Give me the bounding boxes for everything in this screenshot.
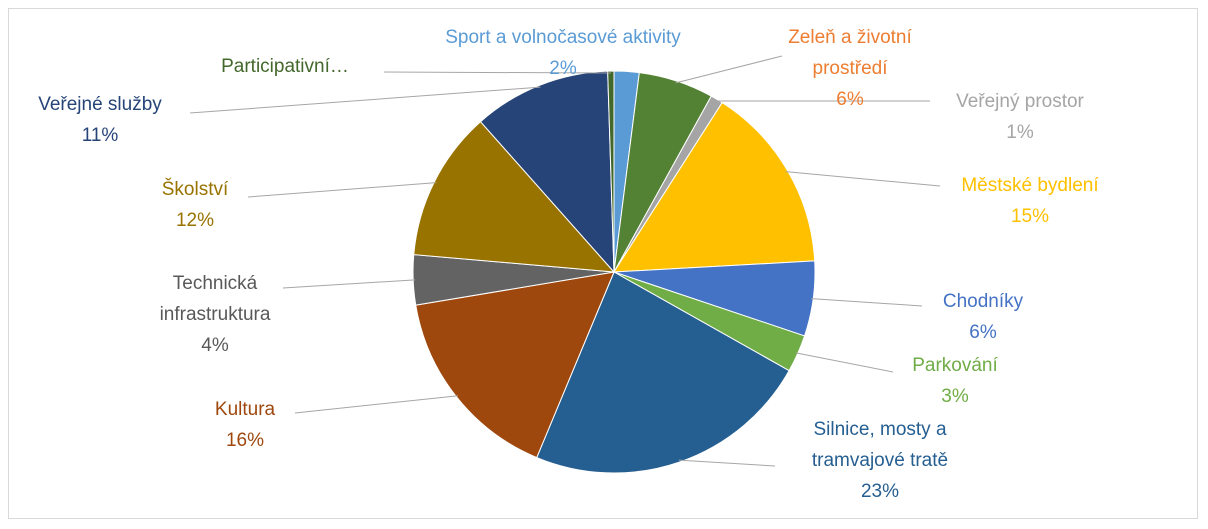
data-label: Městské bydlení 15% bbox=[930, 170, 1130, 232]
percent-label: 11% bbox=[81, 125, 119, 146]
percent-label: 6% bbox=[969, 322, 997, 343]
category-label: Kultura bbox=[214, 399, 276, 420]
percent-label: 3% bbox=[941, 386, 969, 407]
category-label: Sport a volnočasové aktivity bbox=[445, 27, 681, 48]
pie-slice bbox=[607, 70, 615, 273]
data-label: Chodníky 6% bbox=[908, 286, 1058, 348]
percent-label: 4% bbox=[201, 335, 229, 356]
category-label: Zeleň a životní prostředí bbox=[788, 27, 912, 79]
category-label: Silnice, mosty a tramvajové tratě bbox=[811, 419, 949, 471]
pie-slice bbox=[536, 271, 790, 474]
data-label: Parkování 3% bbox=[880, 350, 1030, 412]
leader-line bbox=[383, 71, 611, 74]
category-label: Školství bbox=[161, 179, 229, 200]
percent-label: 6% bbox=[836, 89, 864, 110]
data-label: Veřejný prostor 1% bbox=[920, 86, 1120, 148]
percent-label: 1% bbox=[1006, 122, 1034, 143]
data-label: Silnice, mosty a tramvajové tratě 23% bbox=[775, 414, 985, 507]
data-label: Školství 12% bbox=[120, 174, 270, 236]
percent-label: 15% bbox=[1010, 206, 1050, 227]
leader-line bbox=[785, 171, 941, 187]
chart-frame bbox=[8, 8, 1198, 519]
pie-slice bbox=[479, 70, 615, 274]
leader-line bbox=[678, 459, 776, 467]
category-label: Participativní… bbox=[221, 56, 349, 77]
category-label: Technická infrastruktura bbox=[159, 273, 271, 325]
category-label: Veřejný prostor bbox=[956, 91, 1084, 112]
category-label: Parkování bbox=[912, 355, 998, 376]
leader-line bbox=[247, 182, 437, 198]
leader-line bbox=[795, 352, 894, 373]
leader-line bbox=[294, 395, 459, 414]
leader-line bbox=[282, 279, 416, 289]
data-label: Technická infrastruktura 4% bbox=[140, 268, 290, 361]
data-label: Kultura 16% bbox=[170, 394, 320, 456]
data-label: Veřejné služby 11% bbox=[0, 89, 200, 151]
leader-line bbox=[189, 86, 541, 114]
percent-label: 2% bbox=[549, 58, 577, 79]
leader-line bbox=[675, 55, 783, 84]
percent-label: 23% bbox=[860, 481, 900, 502]
data-label: Participativní… bbox=[185, 51, 385, 82]
category-label: Chodníky bbox=[942, 291, 1024, 312]
data-label: Sport a volnočasové aktivity 2% bbox=[443, 22, 683, 84]
category-label: Veřejné služby bbox=[38, 94, 162, 115]
pie-slice bbox=[413, 121, 616, 273]
percent-label: 16% bbox=[225, 430, 265, 451]
category-label: Městské bydlení bbox=[961, 175, 1099, 196]
data-label: Zeleň a životní prostředí 6% bbox=[755, 22, 945, 115]
pie-slice bbox=[415, 271, 615, 459]
pie-slice bbox=[613, 101, 816, 273]
percent-label: 12% bbox=[175, 210, 215, 231]
leader-line bbox=[811, 298, 923, 307]
